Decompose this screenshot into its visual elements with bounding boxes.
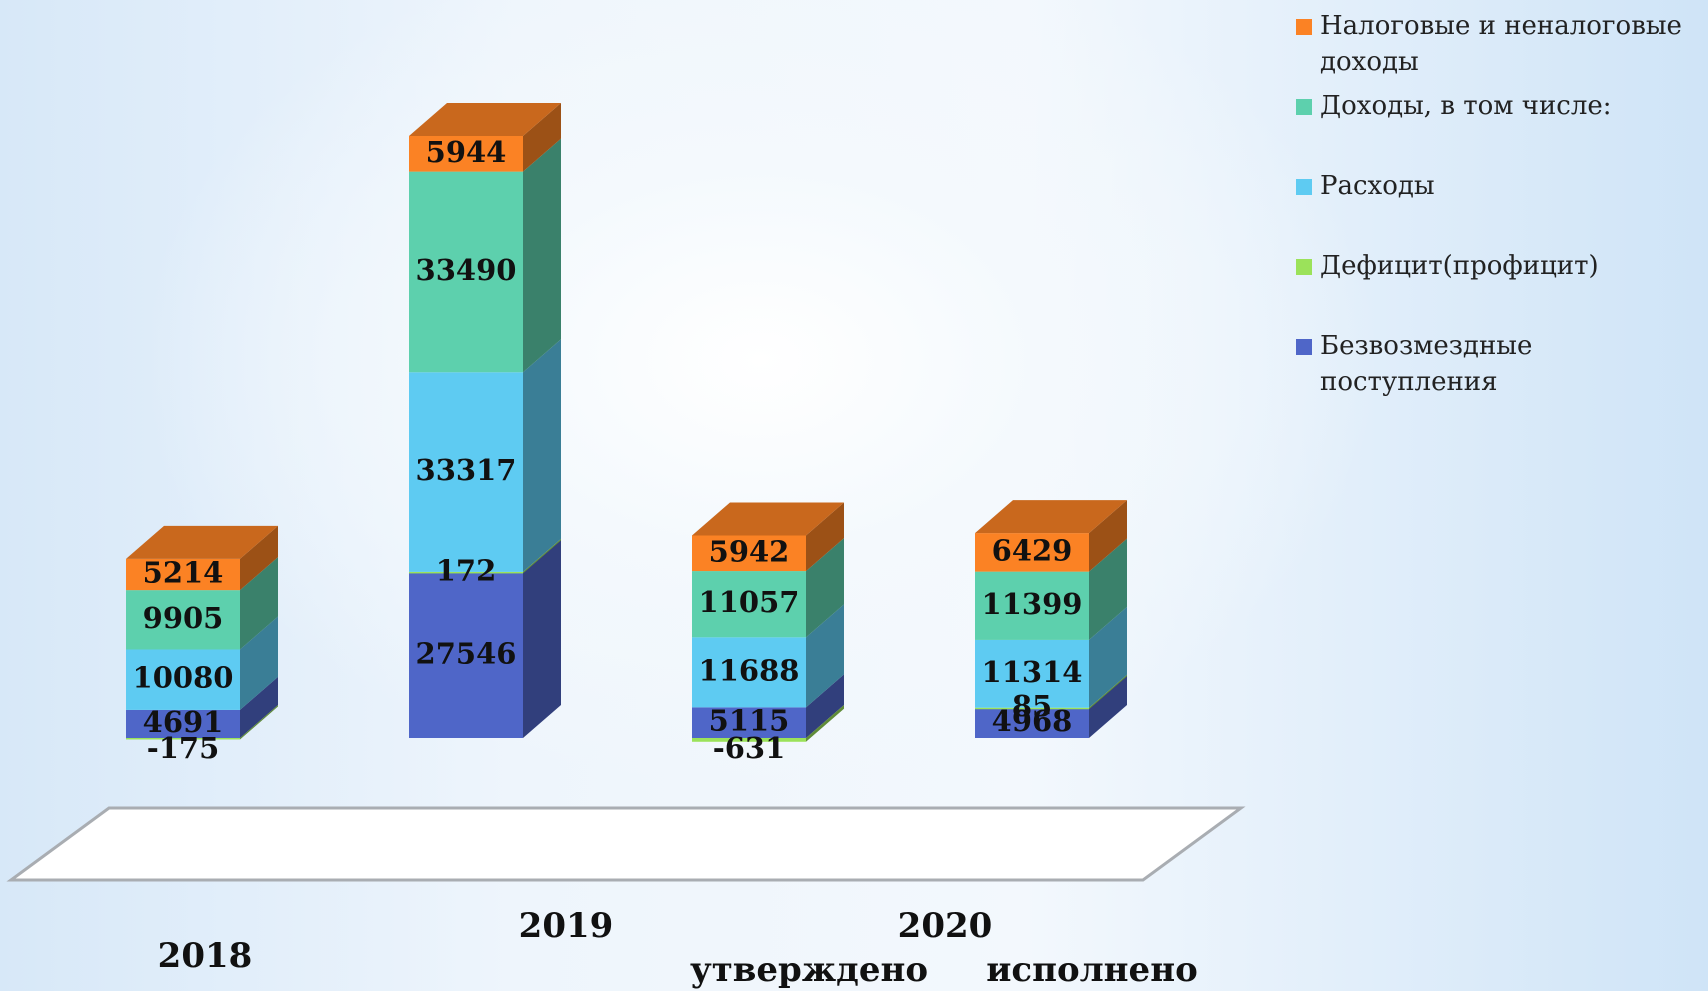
bar-segment [692,535,806,572]
bar-side [806,705,844,742]
legend-label: Доходы, в том числе: [1320,91,1612,121]
bar-side [523,103,561,172]
data-label: -631 [713,731,786,765]
bar-top [975,500,1127,534]
data-label: 5115 [709,704,790,738]
bar-segment [409,571,523,574]
bar-segment [975,639,1089,708]
bar-segment [409,372,523,572]
legend-label: Дефицит(профицит) [1320,251,1599,281]
bar-side [806,674,844,738]
bar-side [240,557,278,650]
group-label: 2020 [898,906,993,946]
x-tick-label: исполнено [986,950,1198,990]
bar-segment [692,571,806,638]
legend-item: Безвозмездные поступления [1292,328,1702,408]
data-label: 10080 [133,661,234,695]
bar-side [1089,500,1127,572]
bar-side [240,525,278,591]
floor [6,806,1246,882]
bar-side [806,502,844,572]
bar-segment [975,571,1089,640]
data-label: 5944 [426,135,507,169]
bar-segment [126,590,240,650]
data-label: 11399 [982,587,1083,621]
bar-side [240,676,278,738]
legend-swatch [1296,19,1312,35]
legend-item: Дефицит(профицит) [1292,248,1702,328]
legend-label: Расходы [1320,171,1435,201]
data-label: -175 [147,731,220,765]
bar-top [409,103,561,136]
data-label: 4691 [143,705,224,739]
bar-side [1089,538,1127,640]
bar-top [126,525,278,559]
bar-segment [692,738,806,742]
bar-segment [409,136,523,172]
bar-segment [692,637,806,708]
bar-segment [409,171,523,373]
bar-segment [126,558,240,591]
data-label: 85 [1012,689,1052,723]
data-label: 11314 [982,655,1083,689]
x-tick-label: утверждено [690,950,928,990]
bar-side [523,339,561,572]
bar-side [1089,674,1127,710]
legend-swatch [1296,179,1312,195]
data-label: 27546 [416,636,517,670]
bar-segment [126,709,240,738]
bar-side [1089,675,1127,738]
legend-swatch [1296,259,1312,275]
bar-segment [975,708,1089,738]
data-label: 33317 [416,453,517,487]
bar-side [806,538,844,638]
data-label: 6429 [992,533,1073,567]
legend-swatch [1296,99,1312,115]
data-label: 4968 [992,704,1073,738]
data-label: 11057 [699,585,800,619]
legend-item: Доходы, в том числе: [1292,88,1702,168]
legend-item: Расходы [1292,168,1702,248]
data-label: 11688 [699,653,800,687]
legend-label: Безвозмездные поступления [1320,331,1533,397]
data-label: 33490 [416,253,517,287]
bar-segment [692,707,806,738]
bar-segment [409,572,523,738]
data-label: 172 [436,553,497,587]
bar-side [806,604,844,708]
legend-item: Налоговые и неналоговые доходы [1292,8,1702,88]
legend: Налоговые и неналоговые доходы Доходы, в … [1292,8,1702,408]
legend-label: Налоговые и неналоговые доходы [1320,11,1682,77]
bar-top [692,502,844,536]
x-tick-label: 2019 [519,906,614,946]
bar-segment [975,707,1089,710]
bar-segment [126,738,240,740]
bar-side [240,705,278,740]
x-tick-label: 2018 [158,936,253,976]
bar-side [240,616,278,710]
bar-side [1089,606,1127,708]
legend-swatch [1296,339,1312,355]
bar-side [523,538,561,574]
data-label: 5942 [709,534,790,568]
data-label: 9905 [143,601,224,635]
data-label: 5214 [143,556,224,590]
bar-side [523,539,561,738]
bar-segment [975,533,1089,572]
bar-segment [126,649,240,710]
bar-side [523,138,561,373]
